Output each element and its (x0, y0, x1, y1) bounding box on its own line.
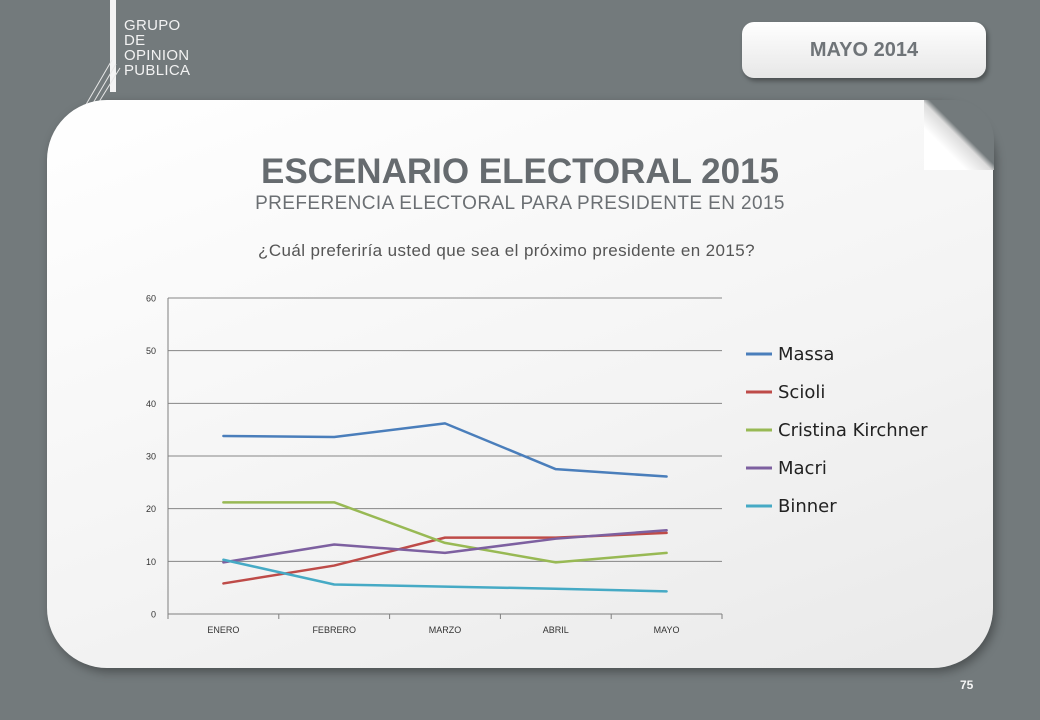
date-badge: MAYO 2014 (742, 22, 986, 78)
logo-line: OPINION (124, 47, 190, 64)
x-tick-label: ABRIL (543, 625, 569, 635)
x-tick-label: MAYO (654, 625, 680, 635)
y-tick-label: 60 (146, 294, 156, 304)
x-tick-label: MARZO (429, 625, 462, 635)
y-tick-label: 40 (146, 399, 156, 409)
logo-bar (110, 0, 116, 92)
y-tick-label: 30 (146, 452, 156, 462)
series-line-binner (222, 558, 668, 593)
slide-card (47, 100, 993, 668)
slide-title: ESCENARIO ELECTORAL 2015 (260, 152, 779, 191)
y-tick-label: 20 (146, 504, 156, 514)
y-tick-label: 0 (151, 610, 156, 620)
legend-label: Macri (778, 458, 827, 479)
legend-label: Massa (778, 344, 834, 365)
series-line-cristina-kirchner (222, 501, 668, 564)
legend-label: Cristina Kirchner (778, 420, 928, 441)
page-curl (924, 100, 994, 170)
series-line-massa (222, 422, 668, 478)
logo-line: GRUPO (124, 17, 181, 34)
legend-label: Scioli (778, 382, 825, 403)
y-tick-label: 10 (146, 557, 156, 567)
legend-label: Binner (778, 496, 837, 517)
survey-question: ¿Cuál preferiría usted que sea el próxim… (258, 241, 755, 260)
logo-line: PUBLICA (124, 62, 191, 79)
x-tick-label: ENERO (207, 625, 239, 635)
x-tick-label: FEBRERO (312, 625, 356, 635)
logo-text: GRUPO DE OPINION PUBLICA (124, 18, 190, 78)
slide-subtitle: PREFERENCIA ELECTORAL PARA PRESIDENTE EN… (255, 193, 785, 214)
y-tick-label: 50 (146, 346, 156, 356)
page-number: 75 (960, 678, 974, 692)
series-line-macri (222, 529, 668, 564)
logo-line: DE (124, 32, 146, 49)
